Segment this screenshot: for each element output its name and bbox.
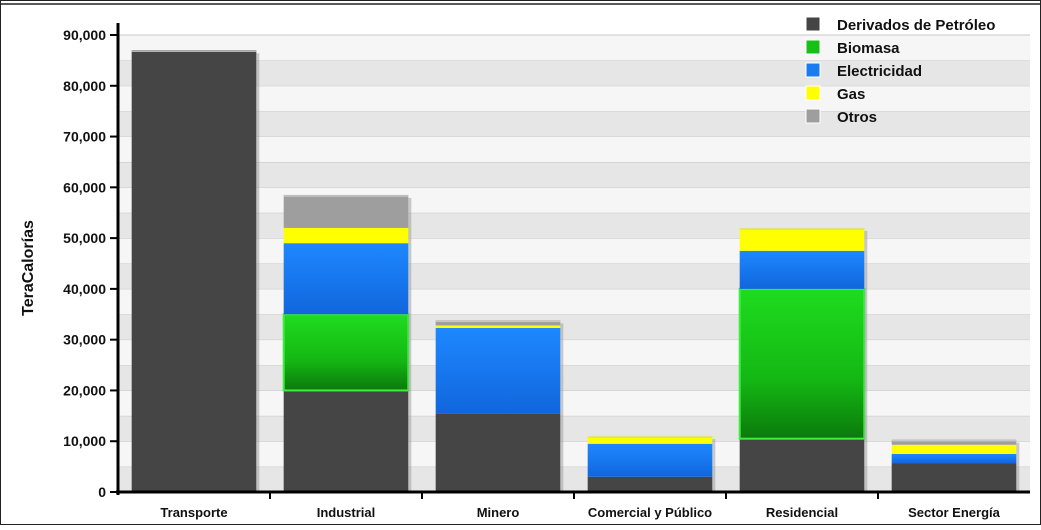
bar-segment [891, 463, 1017, 492]
y-tick-label: 90,000 [63, 27, 106, 43]
grid-band [118, 60, 1030, 86]
grid-band [118, 85, 1030, 112]
legend-swatch [805, 39, 821, 55]
y-tick-label: 50,000 [63, 230, 106, 246]
bar-shadow [560, 323, 564, 492]
bar-segment [435, 325, 561, 328]
x-tick-label: Minero [477, 505, 520, 520]
grid-band [118, 339, 1030, 366]
grid-band [118, 238, 1030, 264]
bar-segment [739, 250, 865, 289]
legend-swatch [805, 16, 821, 32]
bar-shadow [712, 439, 716, 492]
bar-segment [587, 436, 713, 444]
y-tick-label: 30,000 [63, 332, 106, 348]
grid-band [118, 415, 1030, 442]
grid-band [118, 365, 1030, 391]
y-tick-label: 60,000 [63, 179, 106, 195]
legend-label: Gas [837, 86, 865, 103]
legend-swatch [805, 62, 821, 78]
x-tick-label: Industrial [317, 505, 376, 520]
bar-segment [587, 476, 713, 492]
grid-band [118, 187, 1030, 213]
x-tick-label: Comercial y Público [588, 505, 712, 520]
bar-segment [131, 50, 257, 492]
legend-label: Otros [837, 109, 877, 126]
bar-shadow [256, 53, 260, 492]
bar-segment [283, 243, 409, 315]
bar-segment [891, 453, 1017, 464]
bar-segment [282, 313, 410, 392]
grid-band [118, 263, 1030, 289]
bar-segment [739, 438, 865, 492]
bar-segment [891, 439, 1017, 445]
grid-band [118, 288, 1030, 315]
legend-label: Biomasa [837, 40, 900, 57]
bar-segment [283, 390, 409, 492]
bar-segment [891, 444, 1017, 454]
y-tick-label: 80,000 [63, 78, 106, 94]
y-tick-label: 0 [98, 484, 106, 500]
bar-shadow [864, 230, 868, 492]
grid-band [118, 161, 1030, 188]
legend-swatch [805, 85, 821, 101]
bar-segment [435, 327, 561, 414]
bar-shadow [408, 197, 412, 492]
grid-band [118, 35, 1030, 61]
y-tick-label: 20,000 [63, 382, 106, 398]
bar-segment [435, 413, 561, 492]
bar-segment [283, 194, 409, 228]
bar-segment [587, 443, 713, 477]
grid-layer [118, 34, 1030, 492]
grid-band [118, 390, 1030, 416]
axes-layer: 0 10,000 20,000 30,000 40,000 50,000 60,000 70,… [63, 23, 1030, 520]
grid-band [118, 111, 1030, 137]
bars-layer [131, 50, 1020, 492]
legend: Derivados de Petróleo Biomasa Electricidad… [805, 16, 995, 126]
bar-shadow [1016, 442, 1020, 492]
grid-band [118, 136, 1030, 162]
legend-label: Electricidad [837, 63, 922, 80]
y-tick-label: 10,000 [63, 433, 106, 449]
bar-segment [739, 227, 865, 251]
legend-label: Derivados de Petróleo [837, 17, 995, 34]
bar-segment [283, 227, 409, 244]
y-tick-label: 40,000 [63, 281, 106, 297]
x-tick-label: Residencial [766, 505, 838, 520]
grid-band [118, 466, 1030, 492]
legend-swatch [805, 108, 821, 124]
y-axis-title: TeraCalorías [20, 220, 37, 316]
x-tick-label: Sector Energía [908, 505, 1001, 520]
bar-segment [435, 320, 561, 326]
y-tick-label: 70,000 [63, 129, 106, 145]
grid-band [118, 441, 1030, 467]
grid-band [118, 212, 1030, 239]
x-tick-label: Transporte [160, 505, 227, 520]
bar-segment [738, 287, 866, 440]
grid-band [118, 314, 1030, 340]
